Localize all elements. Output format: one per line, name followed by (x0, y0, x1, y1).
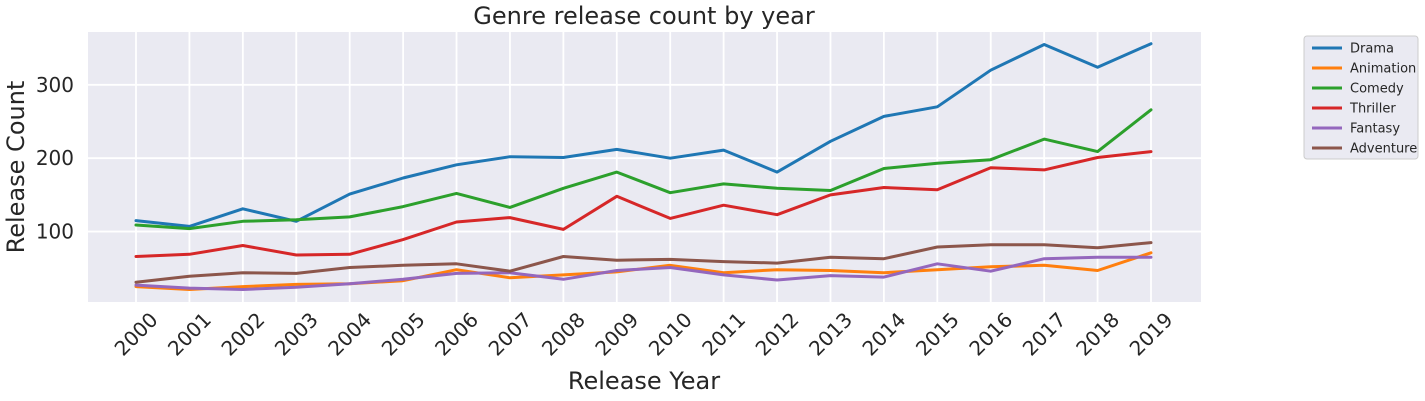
x-tick-labels: 2000 2001 2002 2003 2004 2005 2006 2007 2008 2009… (110, 308, 1178, 361)
legend: Drama Animation Comedy Thriller Fantasy Adven… (1303, 35, 1419, 160)
y-tick-label: 200 (36, 146, 74, 170)
x-tick-label: 2009 (590, 308, 643, 361)
x-tick-label: 2013 (804, 308, 857, 361)
x-tick-label: 2015 (911, 308, 964, 361)
series-line-comedy (134, 108, 1153, 231)
x-tick-label: 2007 (484, 308, 537, 361)
x-tick-label: 2016 (964, 308, 1017, 361)
plot-background (88, 32, 1201, 302)
x-tick-label: 2003 (270, 308, 323, 361)
x-tick-label: 2017 (1018, 308, 1071, 361)
x-tick-label: 2012 (751, 308, 804, 361)
x-tick-label: 2019 (1125, 308, 1178, 361)
x-tick-label: 2018 (1071, 308, 1124, 361)
series-line-drama (134, 42, 1153, 228)
series-line-fantasy (134, 255, 1153, 291)
x-tick-label: 2005 (377, 308, 430, 361)
x-tick-label: 2008 (537, 308, 590, 361)
series-lines (134, 42, 1153, 291)
x-tick-label: 2004 (323, 308, 376, 361)
y-axis-label: Release Count (2, 81, 30, 254)
x-axis-label: Release Year (568, 367, 720, 395)
x-tick-label: 2000 (110, 308, 163, 361)
y-tick-label: 300 (36, 73, 74, 97)
x-tick-label: 2011 (697, 308, 750, 361)
x-tick-label: 2002 (216, 308, 269, 361)
series-line-adventure (134, 241, 1153, 284)
legend-label-comedy: Comedy (1350, 82, 1404, 97)
y-tick-label: 100 (36, 220, 74, 244)
y-tick-labels: 100 200 300 (36, 73, 74, 244)
x-tick-label: 2001 (163, 308, 216, 361)
series-line-thriller (134, 150, 1153, 258)
legend-label-fantasy: Fantasy (1350, 122, 1400, 137)
legend-label-animation: Animation (1350, 62, 1416, 77)
x-tick-label: 2014 (857, 308, 910, 361)
x-tick-label: 2006 (430, 308, 483, 361)
legend-label-drama: Drama (1350, 42, 1394, 57)
legend-label-adventure: Adventure (1350, 142, 1417, 157)
x-tick-label: 2010 (644, 308, 697, 361)
chart-title: Genre release count by year (473, 2, 815, 30)
legend-label-thriller: Thriller (1349, 102, 1396, 117)
